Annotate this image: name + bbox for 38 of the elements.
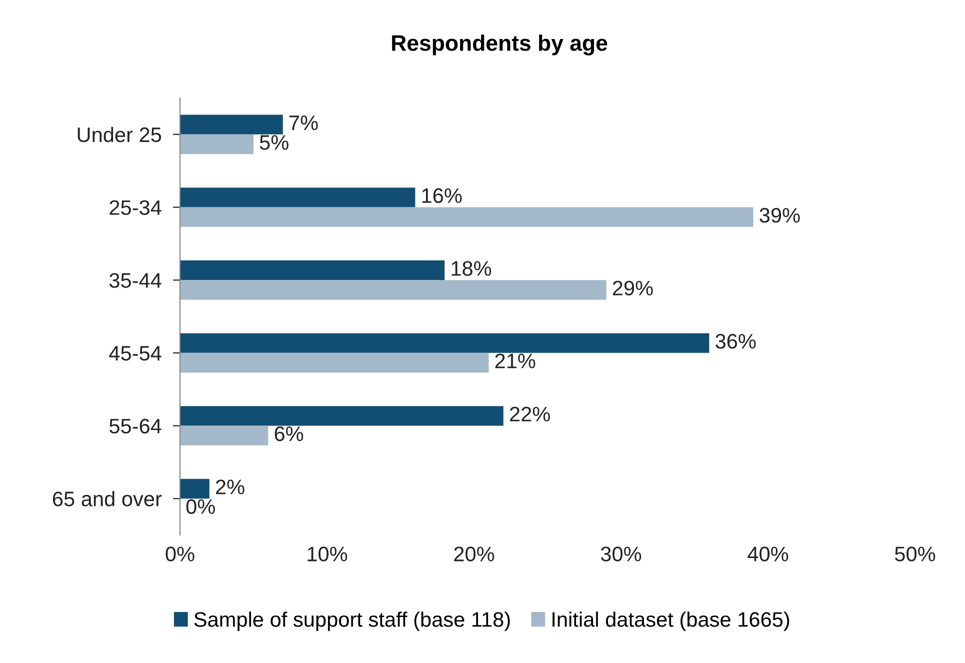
x-tick-label: 10%	[308, 546, 348, 562]
data-label: 16%	[422, 188, 462, 204]
x-tick-label: 0%	[166, 546, 194, 562]
bar	[180, 406, 504, 426]
data-label: 36%	[716, 334, 756, 349]
data-label: 18%	[452, 261, 492, 276]
bar	[180, 478, 210, 499]
legend-label: Sample of support staff (base 118)	[194, 612, 510, 631]
data-label: 39%	[760, 208, 800, 223]
bar	[180, 260, 445, 280]
y-tick-label: 35-44	[109, 273, 162, 288]
data-label: 5%	[260, 135, 288, 150]
x-tick-label: 40%	[748, 546, 788, 562]
bar	[180, 333, 710, 353]
bar	[180, 426, 268, 446]
data-label: 29%	[612, 280, 653, 296]
bar	[180, 188, 416, 208]
data-label: 21%	[495, 354, 536, 368]
data-label: 2%	[216, 480, 244, 494]
data-label: 0%	[186, 499, 215, 514]
y-tick-label: Under 25	[78, 126, 162, 142]
y-tick-label: 65 and over	[52, 491, 162, 506]
y-tick-label: 45-54	[109, 346, 162, 361]
x-tick-label: 50%	[894, 546, 936, 562]
y-tick-label: 55-64	[110, 418, 162, 434]
x-tick-label: 20%	[454, 546, 494, 562]
bar	[180, 134, 254, 154]
data-label: 22%	[510, 406, 550, 422]
legend-label: Initial dataset (base 1665)	[552, 612, 790, 631]
x-tick-label: 30%	[600, 546, 642, 562]
bar	[180, 114, 283, 134]
data-label: 6%	[274, 426, 304, 442]
bar	[180, 207, 754, 227]
chart-title: Respondents by age	[392, 34, 608, 56]
bar	[180, 352, 489, 373]
bar	[180, 280, 606, 300]
y-tick-label: 25-34	[110, 200, 162, 216]
data-label: 7%	[290, 116, 318, 130]
